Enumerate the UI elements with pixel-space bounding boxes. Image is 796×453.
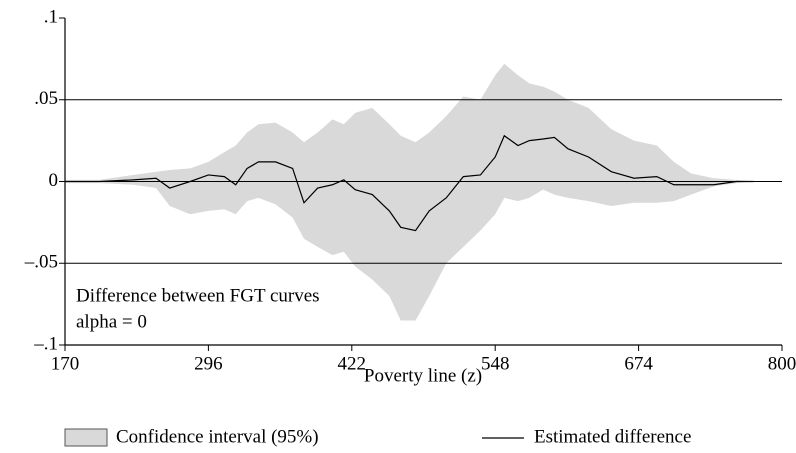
y-tick-label: –.1 bbox=[33, 333, 58, 354]
x-axis-label: Poverty line (z) bbox=[364, 365, 482, 386]
legend-label: Confidence interval (95%) bbox=[116, 426, 319, 447]
estimate-line bbox=[65, 134, 754, 232]
x-tick-label: 422 bbox=[338, 353, 367, 374]
confidence-band bbox=[65, 63, 754, 321]
x-tick-label: 800 bbox=[768, 353, 796, 374]
y-tick-label: .05 bbox=[34, 88, 58, 109]
legend-swatch bbox=[64, 428, 108, 447]
annotation: alpha = 0 bbox=[76, 311, 147, 332]
annotation: Difference between FGT curves bbox=[76, 285, 320, 306]
y-tick-label: .1 bbox=[44, 6, 58, 27]
y-tick-label: 0 bbox=[49, 170, 59, 191]
x-tick-label: 170 bbox=[51, 353, 80, 374]
x-tick-label: 548 bbox=[481, 353, 510, 374]
x-tick-label: 674 bbox=[624, 353, 653, 374]
legend-label: Estimated difference bbox=[534, 426, 691, 447]
x-tick-label: 296 bbox=[194, 353, 223, 374]
y-tick-label: –.05 bbox=[24, 252, 58, 273]
